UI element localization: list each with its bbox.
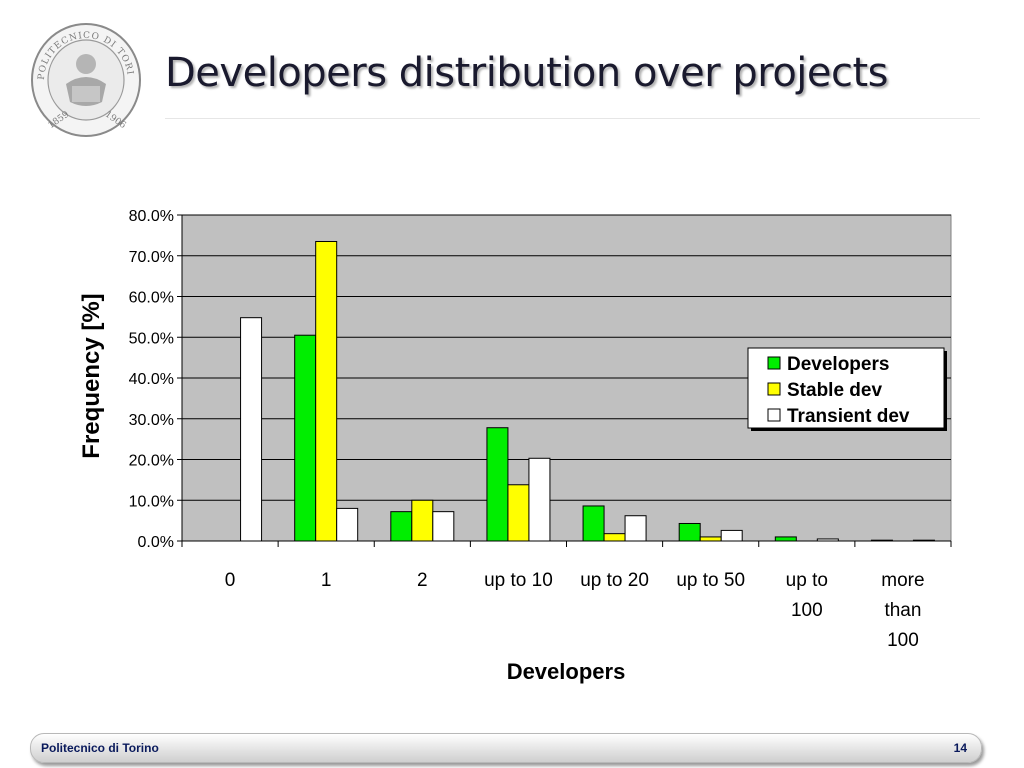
- bar-transient-dev: [240, 317, 263, 542]
- bar-chart: 0.0% 10.0% 20.0% 30.0% 40.0% 50.0% 60.0% 70.0% 8…: [78, 208, 952, 684]
- legend-label: Stable dev: [787, 380, 882, 401]
- y-tick-label: 80.0%: [129, 208, 174, 225]
- bar-transient-dev: [624, 515, 647, 542]
- legend: [747, 347, 945, 429]
- legend-label: Developers: [787, 354, 889, 375]
- bar-developers: [774, 536, 797, 542]
- bar-stable-dev: [507, 484, 530, 542]
- page-number: 14: [953, 741, 967, 755]
- bar-developers: [294, 334, 317, 542]
- legend-swatch: [767, 382, 781, 396]
- slide-title: Developers distribution over projects: [165, 50, 889, 96]
- bar-transient-dev: [816, 538, 839, 542]
- bar-developers: [390, 511, 413, 542]
- x-tick-label: 1: [321, 570, 332, 591]
- bar-stable-dev: [315, 240, 338, 542]
- x-axis-title: Developers: [507, 659, 626, 684]
- x-tick-label: up to 10: [484, 570, 553, 591]
- y-tick-label: 30.0%: [129, 412, 174, 429]
- bar-stable-dev: [603, 533, 626, 542]
- legend-label: Transient dev: [787, 406, 910, 427]
- y-tick-label: 40.0%: [129, 371, 174, 388]
- bar-stable-dev: [411, 499, 434, 542]
- x-tick-label: 2: [417, 570, 428, 591]
- bar-developers: [486, 427, 509, 542]
- x-tick-label: up to 20: [580, 570, 649, 591]
- bar-developers: [870, 539, 893, 542]
- bar-transient-dev: [912, 539, 935, 542]
- x-tick-label: 100: [791, 600, 823, 621]
- y-tick-label: 50.0%: [129, 330, 174, 347]
- title-divider: [165, 118, 980, 119]
- y-tick-label: 60.0%: [129, 290, 174, 307]
- legend-swatch: [767, 408, 781, 422]
- footer-institution: Politecnico di Torino: [41, 741, 159, 755]
- y-tick-label: 70.0%: [129, 249, 174, 266]
- legend-swatch: [767, 356, 781, 370]
- x-tick-label: than: [884, 600, 921, 621]
- y-axis-title: Frequency [%]: [78, 293, 105, 458]
- y-tick-label: 0.0%: [138, 534, 174, 551]
- x-tick-label: more: [881, 570, 924, 591]
- bar-stable-dev: [699, 536, 722, 542]
- bar-developers: [582, 505, 605, 542]
- y-tick-label: 20.0%: [129, 453, 174, 470]
- x-tick-label: up to 50: [676, 570, 745, 591]
- bar-transient-dev: [432, 511, 455, 542]
- y-tick-label: 10.0%: [129, 493, 174, 510]
- bar-transient-dev: [720, 529, 743, 542]
- x-tick-label: 0: [225, 570, 236, 591]
- bar-transient-dev: [528, 457, 551, 542]
- x-tick-label: 100: [887, 630, 919, 651]
- bar-developers: [678, 522, 701, 542]
- politecnico-logo: POLITECNICO DI TORINO 1859 1906: [30, 22, 141, 137]
- footer-bar: Politecnico di Torino 14: [30, 733, 982, 763]
- x-tick-label: up to: [786, 570, 828, 591]
- bar-transient-dev: [336, 507, 359, 542]
